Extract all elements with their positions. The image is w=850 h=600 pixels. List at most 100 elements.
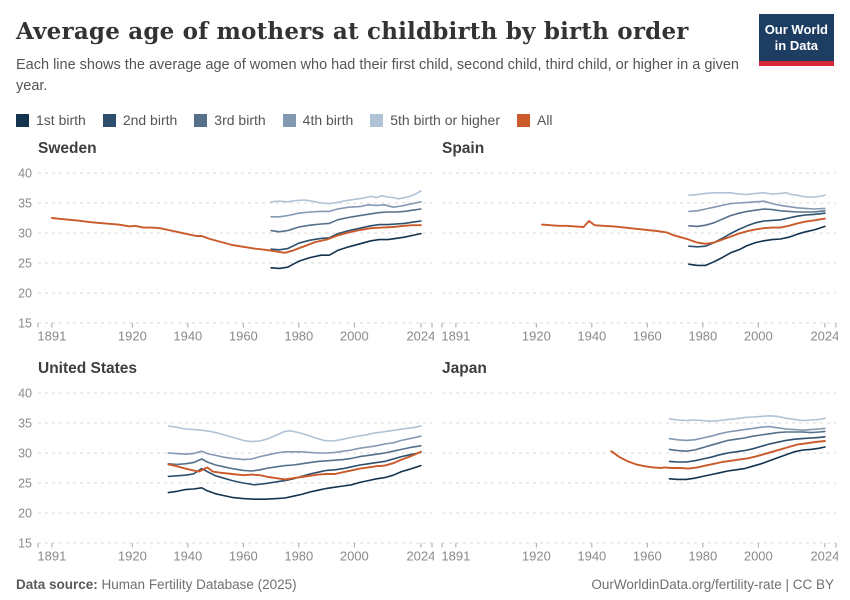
y-axis-tick-label: 35	[18, 417, 32, 431]
legend-label: 5th birth or higher	[390, 112, 500, 129]
legend-label: 4th birth	[302, 112, 354, 129]
series-line-all	[167, 450, 422, 481]
x-axis-tick-label: 1980	[284, 329, 313, 344]
legend-item-3rd-birth[interactable]: 3rd birth	[194, 112, 266, 129]
series-line-4th-birth	[668, 425, 826, 442]
owid-logo: Our World in Data	[758, 14, 834, 66]
x-axis-tick-label: 2024	[810, 329, 838, 344]
owid-logo-line1: Our World	[764, 22, 828, 37]
x-axis-tick-label: 2000	[340, 329, 369, 344]
x-axis-tick-label: 1980	[284, 549, 313, 564]
series-line-5th-birth-or-higher	[688, 192, 826, 198]
data-source-label: Data source:	[16, 577, 98, 593]
y-axis-tick-label: 20	[18, 507, 32, 521]
chart-subtitle: Each line shows the average age of women…	[16, 57, 739, 95]
legend-swatch-icon	[516, 113, 530, 127]
series-line-1st-birth	[688, 225, 826, 267]
legend-swatch-icon	[370, 113, 384, 127]
series-line-5th-birth-or-higher	[167, 425, 422, 443]
series-line-5th-birth-or-higher	[270, 190, 422, 205]
series-line-1st-birth	[167, 464, 422, 501]
legend-label: 1st birth	[36, 112, 86, 129]
header-row: Average age of mothers at childbirth by …	[16, 12, 834, 97]
series-line-5th-birth-or-higher	[668, 415, 826, 423]
legend-swatch-icon	[102, 113, 116, 127]
series-line-4th-birth	[167, 435, 422, 461]
x-axis-tick-label: 1891	[441, 549, 470, 564]
series-line-1st-birth	[668, 446, 826, 481]
charts-grid: Sweden 40 35 30 25 20 15 1891 1920 1940 1960 1980 20…	[16, 140, 838, 567]
x-axis-tick-label: 2000	[744, 549, 773, 564]
legend-item-4th-birth[interactable]: 4th birth	[282, 112, 354, 129]
data-source: Data source: Human Fertility Database (2…	[16, 577, 297, 592]
data-source-value: Human Fertility Database (2025)	[101, 577, 297, 593]
y-axis-tick-label: 30	[18, 227, 32, 241]
x-axis-tick-label: 1891	[441, 329, 470, 344]
series-line-4th-birth	[270, 201, 422, 218]
y-axis-tick-label: 25	[18, 257, 32, 271]
x-axis-tick-label: 1920	[522, 549, 551, 564]
series-line-all	[540, 217, 826, 245]
x-axis-tick-label: 1980	[688, 549, 717, 564]
panel-plot: 40 35 30 25 20 15 1891 1920 1940 1960 1980 2000 2024	[18, 387, 434, 564]
owid-logo-line2: in Data	[774, 38, 819, 54]
panel-plot: 1891 1920 1940 1960 1980 2000 2024	[441, 172, 838, 344]
legend: 1st birth 2nd birth 3rd birth 4th birth 5th …	[16, 112, 834, 128]
series-line-all	[50, 217, 422, 254]
y-axis-tick-label: 35	[18, 197, 32, 211]
chart-panel-united-states: United States 40 35 30 25 20 15 1891 1920 1940 196…	[16, 360, 438, 567]
page-title: Average age of mothers at childbirth by …	[16, 18, 689, 45]
x-axis-tick-label: 1960	[633, 329, 662, 344]
panel-title: Japan	[442, 360, 487, 378]
attribution: OurWorldinData.org/fertility-rate | CC B…	[591, 577, 834, 593]
x-axis-tick-label: 1940	[577, 329, 606, 344]
chart-panel-sweden: Sweden 40 35 30 25 20 15 1891 1920 1940 1960 1980 20…	[16, 140, 438, 347]
legend-label: 2nd birth	[122, 112, 178, 129]
series-line-all	[610, 440, 826, 470]
x-axis-tick-label: 1960	[633, 549, 662, 564]
x-axis-tick-label: 1960	[229, 329, 258, 344]
x-axis-tick-label: 1940	[577, 549, 606, 564]
x-axis-tick-label: 1920	[118, 329, 147, 344]
x-axis-tick-label: 1940	[173, 329, 202, 344]
series-line-3rd-birth	[270, 208, 422, 233]
x-axis-tick-label: 1891	[37, 549, 66, 564]
y-axis-tick-label: 15	[18, 317, 32, 331]
legend-item-all[interactable]: All	[516, 112, 553, 129]
chart-footer: Data source: Human Fertility Database (2…	[16, 577, 834, 592]
y-axis-tick-label: 25	[18, 477, 32, 491]
legend-item-2nd-birth[interactable]: 2nd birth	[102, 112, 178, 129]
legend-item-1st-birth[interactable]: 1st birth	[16, 112, 86, 128]
series-line-3rd-birth	[167, 445, 422, 472]
y-axis-tick-label: 20	[18, 287, 32, 301]
x-axis-tick-label: 1920	[522, 329, 551, 344]
legend-swatch-icon	[282, 113, 296, 127]
y-axis-tick-label: 40	[18, 167, 32, 181]
series-line-2nd-birth	[668, 436, 826, 463]
legend-item-5th-birth-or-higher[interactable]: 5th birth or higher	[370, 112, 500, 128]
legend-label: 3rd birth	[214, 112, 266, 129]
legend-label: All	[536, 112, 553, 129]
panel-title: United States	[38, 360, 138, 378]
chart-panel-japan: Japan 1891 1920 1940 1960 1980 2000 2024	[438, 360, 838, 567]
x-axis-tick-label: 1960	[229, 549, 258, 564]
x-axis-tick-label: 2000	[744, 329, 773, 344]
legend-swatch-icon	[194, 113, 208, 127]
y-axis-tick-label: 40	[18, 387, 32, 401]
chart-header: Average age of mothers at childbirth by …	[16, 12, 834, 128]
x-axis-tick-label: 2024	[810, 549, 838, 564]
x-axis-tick-label: 1920	[118, 549, 147, 564]
panel-title: Spain	[442, 140, 485, 158]
panel-title: Sweden	[38, 140, 97, 158]
panel-plot: 40 35 30 25 20 15 1891 1920 1940 1960 1980 2000 2024	[18, 167, 434, 344]
series-line-1st-birth	[270, 232, 422, 270]
x-axis-tick-label: 2024	[406, 549, 434, 564]
x-axis-tick-label: 1940	[173, 549, 202, 564]
title-block: Average age of mothers at childbirth by …	[16, 12, 753, 97]
series-line-2nd-birth	[270, 220, 422, 251]
legend-swatch-icon	[16, 113, 29, 127]
panel-plot: 1891 1920 1940 1960 1980 2000 2024	[441, 392, 838, 564]
series-line-3rd-birth	[668, 430, 826, 453]
y-axis-tick-label: 15	[18, 537, 32, 551]
